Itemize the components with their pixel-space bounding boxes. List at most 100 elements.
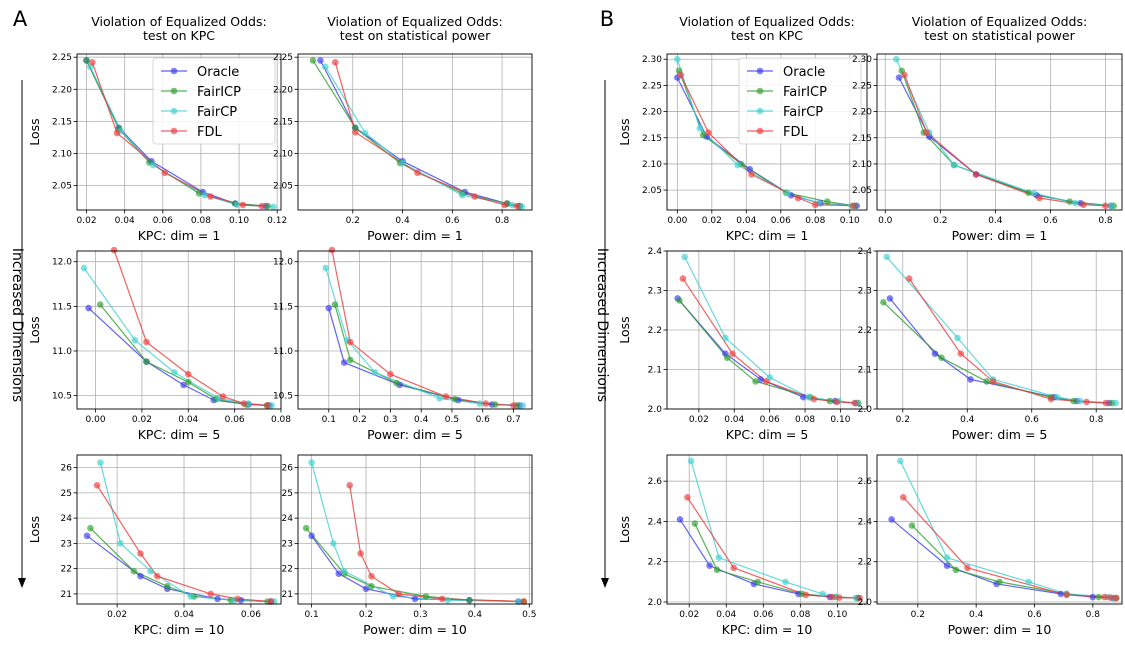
y-tick-label: 21: [282, 590, 293, 600]
data-point-faircp: [681, 253, 688, 261]
x-tick-label: 0.2: [352, 415, 366, 425]
data-point-faircp: [734, 161, 741, 169]
data-point-faircp: [330, 540, 337, 547]
series-line-fdl: [908, 278, 1106, 404]
y-tick-label: 10.5: [52, 392, 72, 402]
data-point-fdl: [1112, 594, 1120, 602]
data-point-faircp: [508, 201, 516, 209]
y-tick-label: 2.2: [858, 326, 872, 336]
series-line-fdl: [349, 485, 524, 603]
data-point-faircp: [1076, 397, 1084, 405]
series-line-oracle: [88, 307, 270, 406]
chart-10: 0.1 0.2 0.3 0.4 0.5 21 22 23 24 25 26 Power: dim = …: [282, 454, 536, 637]
x-tick-label: 0.06: [241, 610, 261, 620]
legend-marker-fdl: [756, 127, 764, 135]
y-axis-label: Loss: [617, 516, 632, 543]
data-point-fdl: [812, 201, 819, 209]
data-point-fdl: [762, 378, 770, 385]
data-point-fairicp: [952, 566, 960, 574]
data-point-fairicp: [676, 297, 683, 304]
chart-4: 0.0 0.2 0.4 0.6 0.8 2.05 2.10 2.15 2.20 2.25 2.30 P…: [852, 14, 1123, 243]
x-tick-label: 0.1: [322, 415, 336, 425]
data-point-fdl: [357, 550, 364, 557]
x-tick-label: 0.00: [667, 216, 687, 226]
y-tick-label: 2.25: [642, 81, 662, 91]
data-point-faircp: [674, 55, 681, 63]
data-point-oracle: [137, 572, 144, 580]
x-tick-label: 0.04: [716, 610, 736, 620]
data-point-fairicp: [264, 202, 272, 210]
series-line-oracle: [319, 60, 520, 207]
y-tick-label: 2.20: [852, 108, 872, 118]
x-tick-label: 0.3: [413, 610, 427, 620]
dimension-arrow-head: [18, 578, 26, 588]
data-point-fdl: [748, 171, 755, 178]
y-tick-label: 25: [282, 489, 293, 499]
chart-title: Violation of Equalized Odds:: [91, 14, 266, 29]
x-tick-label: 0.4: [414, 415, 429, 425]
data-point-oracle: [706, 562, 713, 569]
y-tick-label: 2.0: [858, 598, 873, 608]
data-point-fdl: [900, 494, 907, 501]
data-point-fairicp: [826, 397, 834, 405]
series-line-fairicp: [678, 300, 859, 404]
y-tick-label: 2.0: [648, 405, 663, 415]
data-point-fairicp: [1025, 189, 1032, 196]
x-tick-label: 0.06: [753, 610, 773, 620]
chart-8: 0.2 0.4 0.6 0.8 2.0 2.1 2.2 2.3 2.4 Power: dim = …: [858, 247, 1123, 442]
data-point-fdl: [510, 402, 517, 409]
data-point-fdl: [137, 550, 144, 557]
legend-box: [738, 57, 862, 145]
data-point-faircp: [519, 402, 527, 409]
y-tick-label: 23: [282, 539, 293, 549]
data-point-oracle: [676, 516, 684, 523]
legend-marker-fairicp: [756, 87, 764, 95]
data-point-fairicp: [130, 567, 138, 575]
data-point-fdl: [161, 169, 168, 177]
y-axis-label: Loss: [27, 118, 42, 145]
data-point-faircp: [399, 159, 406, 167]
y-tick-label: 2.2: [858, 558, 872, 568]
y-tick-label: 12.0: [273, 258, 293, 268]
y-tick-label: 2.25: [852, 81, 872, 91]
data-point-fairicp: [83, 57, 90, 64]
chart-5: 0.00 0.02 0.04 0.06 0.08 10.5 11.0 11.5 12.0 KPC:…: [27, 246, 291, 442]
chart-12: 0.2 0.4 0.6 0.8 2.0 2.2 2.4 2.6 Power: dim = 10: [858, 454, 1123, 637]
y-tick-label: 2.0: [648, 598, 663, 608]
data-point-oracle: [800, 393, 807, 401]
data-point-faircp: [950, 161, 958, 169]
data-point-fdl: [923, 129, 930, 136]
data-point-fdl: [1047, 395, 1055, 403]
data-point-fairicp: [908, 522, 916, 529]
x-tick-label: 0.3: [383, 415, 397, 425]
x-tick-label: 0.4: [395, 216, 410, 226]
data-point-fdl: [93, 482, 101, 489]
data-point-faircp: [1025, 578, 1032, 586]
x-axis-label: KPC: dim = 5: [138, 427, 221, 442]
data-point-fdl: [185, 370, 192, 378]
x-axis-label: Power: dim = 5: [952, 427, 1048, 442]
data-point-fdl: [1063, 591, 1070, 599]
x-tick-label: 0.4: [969, 610, 984, 620]
data-point-fairicp: [451, 395, 459, 403]
data-point-fdl: [154, 572, 161, 580]
data-point-faircp: [883, 253, 890, 261]
data-point-fdl: [856, 594, 863, 602]
panel-label-b: B: [600, 7, 614, 31]
y-tick-label: 2.25: [52, 53, 72, 63]
data-point-fairicp: [347, 356, 354, 364]
data-point-fdl: [387, 370, 394, 378]
y-tick-label: 10.5: [273, 392, 293, 402]
y-tick-label: 2.10: [52, 150, 72, 160]
y-tick-label: 2.20: [642, 108, 662, 118]
x-tick-label: 0.02: [132, 415, 152, 425]
y-tick-label: 2.20: [52, 85, 72, 95]
series-line-fairicp: [305, 527, 524, 603]
x-tick-label: 0.6: [476, 415, 491, 425]
data-point-fdl: [835, 594, 843, 601]
data-point-oracle: [214, 595, 221, 603]
x-tick-label: 0.02: [702, 216, 722, 226]
data-point-fairicp: [983, 378, 990, 385]
y-tick-label: 2.2: [648, 558, 662, 568]
plot-frame: [76, 53, 282, 211]
